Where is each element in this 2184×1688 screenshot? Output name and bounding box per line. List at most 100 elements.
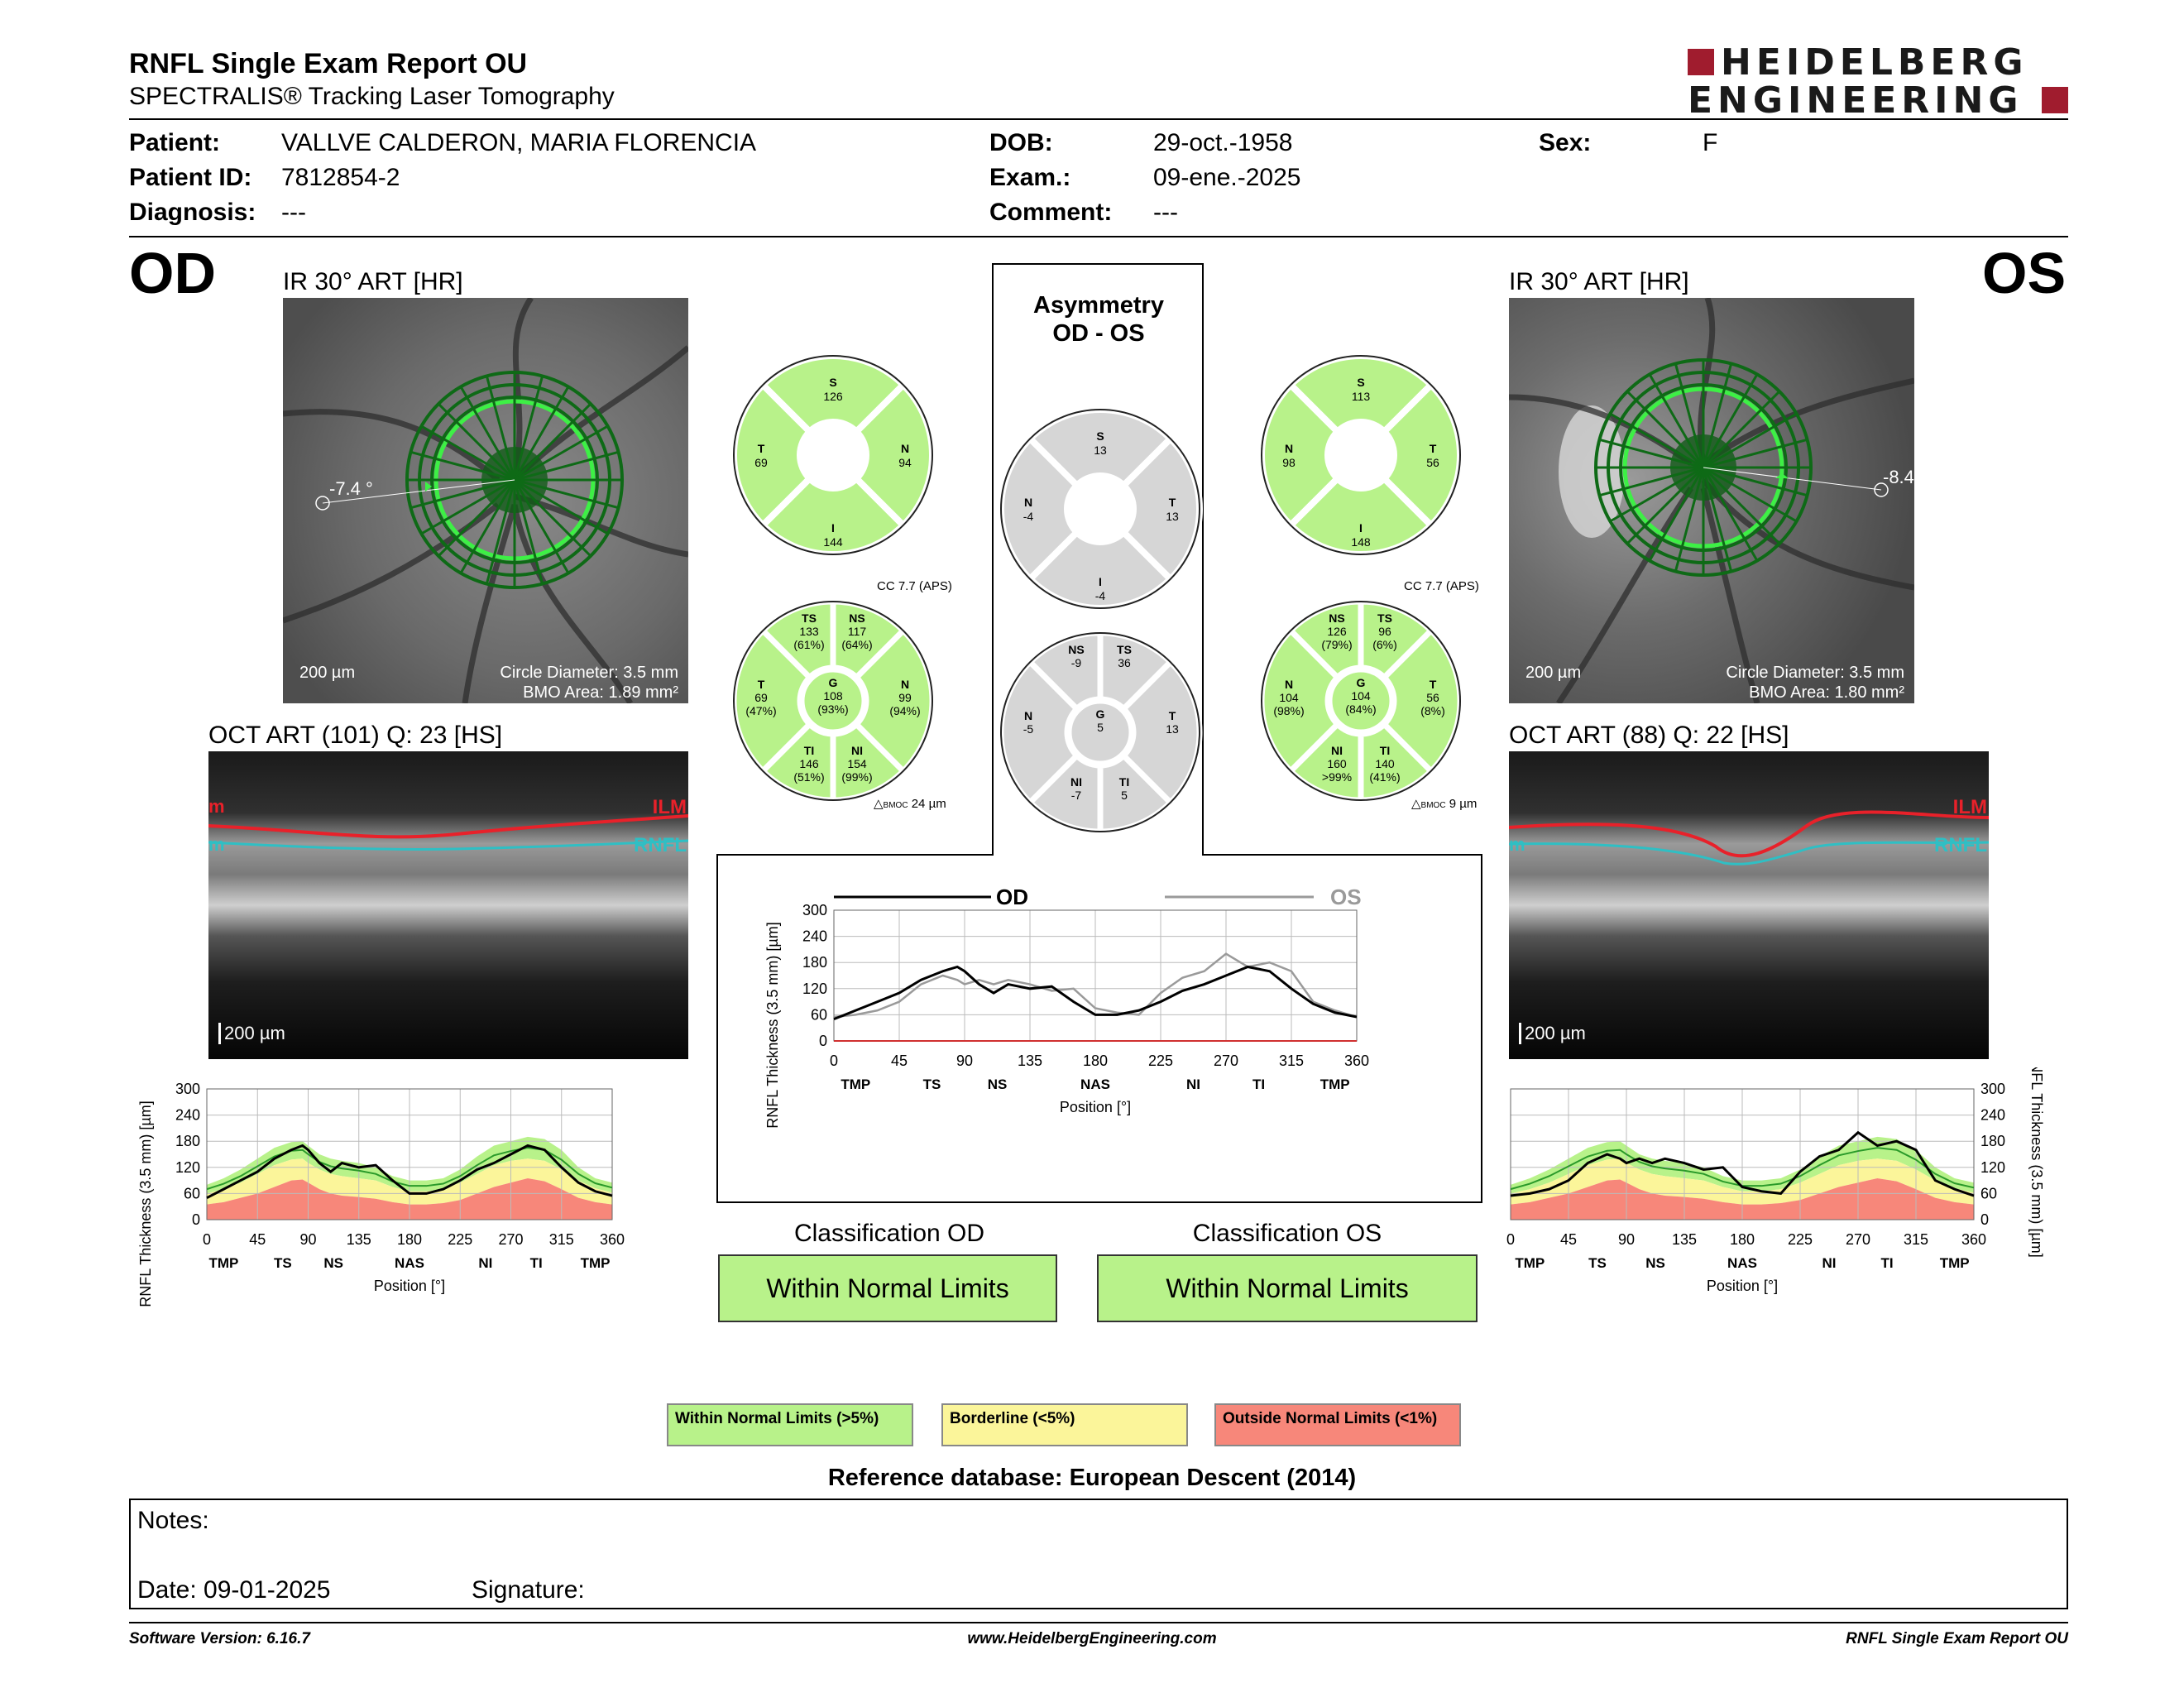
sector-value: -7 xyxy=(1071,789,1082,802)
sector-percent: (41%) xyxy=(1369,770,1400,784)
x-tick-label: 90 xyxy=(299,1231,316,1248)
comment-label: Comment: xyxy=(989,199,1113,226)
scan-spoke xyxy=(1674,363,1705,468)
quadrant-value: 94 xyxy=(898,456,912,469)
sector-label: N xyxy=(1024,709,1032,722)
od-rnfl-left: m xyxy=(208,834,225,855)
x-tick-label: 225 xyxy=(448,1231,472,1248)
y-tick-label: 120 xyxy=(802,981,827,997)
header-divider xyxy=(129,118,2068,120)
scan-spoke xyxy=(1702,467,1733,572)
normative-mean-line xyxy=(1510,1147,1975,1191)
sector-percent: (8%) xyxy=(1420,704,1445,717)
quadrant-label: N xyxy=(1285,442,1293,455)
notes-box[interactable]: Notes: Date: 09-01-2025 Signature: xyxy=(129,1499,2068,1609)
delta-icon: △ xyxy=(1411,797,1421,811)
scan-spoke xyxy=(513,479,544,584)
x-tick-label: 135 xyxy=(1672,1231,1697,1248)
sector-label: G xyxy=(829,676,838,689)
scan-spoke xyxy=(459,479,516,574)
scan-spoke xyxy=(1648,373,1705,468)
scan-spoke xyxy=(1609,466,1704,523)
quadrant-value: 148 xyxy=(1351,535,1371,549)
od-profile-chart: 0 60 120 180 240 300 0 45 90 135 180 225 270 315 360 TM… xyxy=(137,1081,625,1307)
sector-value: 160 xyxy=(1327,757,1347,770)
global-sector xyxy=(1069,701,1132,764)
os-ir-title: IR 30° ART [HR] xyxy=(1509,268,1689,295)
scan-spoke xyxy=(513,386,570,481)
x-tick-label: 90 xyxy=(956,1053,973,1069)
y-tick-label: 300 xyxy=(1980,1081,2005,1097)
scan-spoke xyxy=(459,386,516,481)
od-eye-label: OD xyxy=(129,241,216,305)
patient-value: VALLVE CALDERON, MARIA FLORENCIA xyxy=(281,129,757,156)
od-fundus-image: -7.4 ° 200 µm Circle Diameter: 3.5 mm BM… xyxy=(283,298,688,703)
sector-value: 5 xyxy=(1097,721,1104,734)
sector-label: NS xyxy=(1068,643,1084,656)
os-classification-box: Within Normal Limits xyxy=(1097,1254,1478,1322)
sector-value: 13 xyxy=(1166,722,1179,736)
y-tick-label: 60 xyxy=(184,1185,200,1201)
os-scale-label: 200 µm xyxy=(1525,664,1582,682)
notes-label: Notes: xyxy=(137,1507,209,1534)
sector-axis-label: NI xyxy=(478,1255,492,1271)
scan-spoke xyxy=(1702,466,1780,544)
sector-value: 69 xyxy=(754,691,768,704)
patient-label: Patient: xyxy=(129,129,221,156)
sector-label: NS xyxy=(849,611,864,625)
sector-value: 117 xyxy=(848,625,867,638)
y-tick-label: 180 xyxy=(175,1133,200,1149)
scan-spoke xyxy=(514,450,619,482)
quadrant-label: I xyxy=(1359,521,1363,535)
sector-label: NS xyxy=(1329,611,1344,625)
sector-label: N xyxy=(901,678,909,691)
y-axis-label: RNFL Thickness (3.5 mm) [µm] xyxy=(2028,1067,2045,1258)
delta-icon: △ xyxy=(874,797,884,811)
website-link[interactable]: www.HeidelbergEngineering.com xyxy=(967,1630,1217,1647)
sector-label: T xyxy=(758,678,765,691)
sector-axis-label: NI xyxy=(1822,1255,1837,1271)
od-thickness-line xyxy=(833,965,1358,1021)
quadrant-label: I xyxy=(831,521,835,535)
sector-value: 99 xyxy=(898,691,912,704)
sector-label: G xyxy=(1357,676,1366,689)
sector-label: TS xyxy=(1377,611,1392,625)
x-tick-label: 0 xyxy=(203,1231,211,1248)
logo-line2: ENGINEERING xyxy=(1688,79,2024,122)
y-tick-label: 300 xyxy=(175,1081,200,1097)
od-oct-title: OCT ART (101) Q: 23 [HS] xyxy=(208,722,503,749)
x-tick-label: 225 xyxy=(1148,1053,1173,1069)
exam-value: 09-ene.-2025 xyxy=(1153,164,1301,191)
od-bmoc: △BMOC 24 µm xyxy=(874,796,946,811)
scan-spoke xyxy=(1648,467,1705,562)
sector-value: 154 xyxy=(847,757,867,770)
quadrant-label: S xyxy=(829,376,836,389)
sector-axis-label: TI xyxy=(1252,1077,1265,1092)
scan-spoke xyxy=(485,376,516,481)
y-tick-label: 60 xyxy=(1980,1185,1997,1201)
os-oct-svg xyxy=(1509,751,1989,1059)
od-ir-title: IR 30° ART [HR] xyxy=(283,268,463,295)
os-classification-title: Classification OS xyxy=(1192,1220,1382,1247)
sector-axis-label: TMP xyxy=(1320,1077,1350,1092)
quadrant-label: T xyxy=(1169,496,1176,509)
x-tick-label: 45 xyxy=(1560,1231,1577,1248)
x-tick-label: 45 xyxy=(249,1231,266,1248)
legend-os-label: OS xyxy=(1330,885,1362,909)
os-oct-title: OCT ART (88) Q: 22 [HS] xyxy=(1509,722,1789,749)
scan-spoke xyxy=(1626,466,1705,544)
diagnosis-label: Diagnosis: xyxy=(129,199,256,226)
footer-report-name: RNFL Single Exam Report OU xyxy=(1846,1630,2068,1647)
x-tick-label: 225 xyxy=(1788,1231,1813,1248)
od-fundus-svg xyxy=(283,298,688,703)
asymmetry-frame xyxy=(716,263,1482,1203)
sector-percent: (6%) xyxy=(1372,638,1397,651)
x-tick-label: 270 xyxy=(1214,1053,1238,1069)
scan-spoke xyxy=(410,450,515,482)
od-circle-diameter: Circle Diameter: 3.5 mm xyxy=(500,664,678,682)
sector-axis-label: TMP xyxy=(841,1077,870,1092)
quadrant-outline xyxy=(1261,355,1461,555)
scan-spoke xyxy=(485,479,516,584)
sector-value: 36 xyxy=(1118,656,1131,669)
